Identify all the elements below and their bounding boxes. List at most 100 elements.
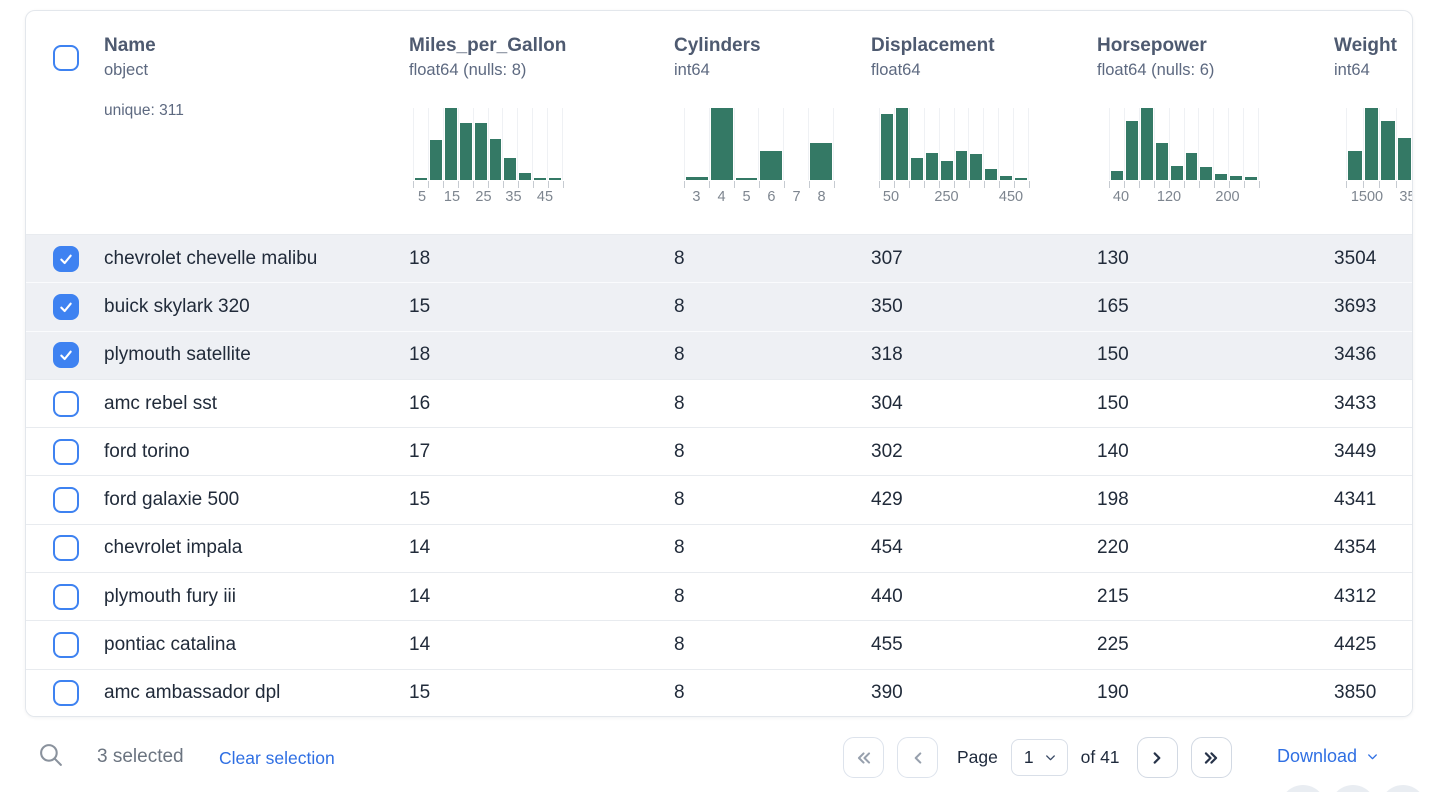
cell-cylinders: 8 <box>674 585 685 607</box>
cell-miles-per-gallon: 18 <box>409 247 431 269</box>
table-row[interactable]: buick skylark 320 15 8 350 165 3693 <box>26 282 1412 331</box>
cell-horsepower: 150 <box>1097 344 1129 366</box>
column-title: Displacement <box>871 35 995 56</box>
last-page-button[interactable] <box>1190 737 1232 778</box>
download-label: Download <box>1277 746 1358 766</box>
axis-tick-label: 6 <box>767 189 776 205</box>
row-checkbox-cell <box>26 487 104 514</box>
row-checkbox[interactable] <box>53 390 79 417</box>
check-icon <box>60 302 72 313</box>
table-row[interactable]: plymouth fury iii 14 8 440 215 4312 <box>26 572 1412 621</box>
row-checkbox[interactable] <box>53 438 79 465</box>
table-row[interactable]: plymouth satellite 18 8 318 150 3436 <box>26 330 1412 379</box>
axis-tick-label: 50 <box>882 189 900 205</box>
page-number-select[interactable]: 1 <box>1010 739 1068 776</box>
axis-tick-label: 45 <box>536 189 554 205</box>
column-header-horsepower[interactable]: Horsepower float64 (nulls: 6) 40 120 200 <box>1097 11 1334 234</box>
column-type: int64 <box>674 61 710 79</box>
histogram-bin <box>1125 108 1140 180</box>
histogram-bin <box>735 108 760 180</box>
histogram-bin <box>1199 108 1215 180</box>
histogram-bin <box>444 108 459 180</box>
histogram-bin <box>503 108 519 180</box>
row-checkbox-cell <box>26 583 104 610</box>
row-checkbox[interactable] <box>53 293 79 320</box>
row-checkbox[interactable] <box>53 342 79 369</box>
cell-horsepower: 225 <box>1097 634 1129 656</box>
table-row[interactable]: ford galaxie 500 15 8 429 198 4341 <box>26 475 1412 524</box>
histogram-bin <box>984 108 1000 180</box>
histogram-bin <box>1014 108 1030 180</box>
column-title: Horsepower <box>1097 35 1207 56</box>
column-header-displacement[interactable]: Displacement float64 50 250 450 <box>871 11 1097 234</box>
cell-weight: 4312 <box>1334 585 1377 607</box>
table-row[interactable]: chevrolet impala 14 8 454 220 4354 <box>26 523 1412 573</box>
row-checkbox-cell <box>26 293 104 320</box>
axis-tick-label: 35 <box>505 189 522 205</box>
column-header-weight[interactable]: Weight int64 1500 35 <box>1334 11 1412 234</box>
histogram-bin <box>910 108 925 180</box>
select-all-checkbox[interactable] <box>53 45 79 71</box>
cell-cylinders: 8 <box>674 247 685 269</box>
histogram-bin <box>414 108 429 180</box>
cell-horsepower: 220 <box>1097 537 1129 559</box>
row-checkbox[interactable] <box>53 583 79 610</box>
clipped-action-circle <box>1280 785 1326 792</box>
column-type: float64 (nulls: 6) <box>1097 61 1215 79</box>
table-row[interactable]: pontiac catalina 14 8 455 225 4425 <box>26 620 1412 669</box>
previous-page-button[interactable] <box>897 737 938 778</box>
row-checkbox-cell <box>26 535 104 562</box>
table-row[interactable]: amc rebel sst 16 8 304 150 3433 <box>26 378 1412 428</box>
page-number-value: 1 <box>1023 747 1034 767</box>
row-checkbox[interactable] <box>53 680 79 707</box>
row-checkbox[interactable] <box>53 632 79 659</box>
download-menu[interactable]: Download <box>1277 746 1380 767</box>
clipped-action-circle <box>1380 785 1426 792</box>
cell-displacement: 307 <box>871 247 903 269</box>
cell-cylinders: 8 <box>674 392 685 414</box>
histogram-bin <box>999 108 1015 180</box>
axis-tick-label: 8 <box>817 189 826 205</box>
cell-name: pontiac catalina <box>104 634 237 656</box>
cell-miles-per-gallon: 17 <box>409 440 431 462</box>
cell-horsepower: 150 <box>1097 392 1129 414</box>
clear-selection-link[interactable]: Clear selection <box>219 748 335 768</box>
row-checkbox-cell <box>26 245 104 272</box>
cell-horsepower: 190 <box>1097 682 1129 704</box>
search-button[interactable] <box>36 742 66 772</box>
column-header-name[interactable]: Name object unique: 311 <box>104 11 409 234</box>
column-title: Cylinders <box>674 35 761 56</box>
next-page-button[interactable] <box>1136 737 1178 778</box>
cell-cylinders: 8 <box>674 440 685 462</box>
table-row[interactable]: chevrolet chevelle malibu 18 8 307 130 3… <box>26 234 1412 283</box>
check-icon <box>60 350 72 361</box>
row-checkbox[interactable] <box>53 535 79 562</box>
row-checkbox[interactable] <box>53 245 79 272</box>
cell-miles-per-gallon: 15 <box>409 295 431 317</box>
histogram-bin <box>940 108 955 180</box>
double-chevron-left-icon <box>857 751 870 764</box>
table-row[interactable]: ford torino 17 8 302 140 3449 <box>26 427 1412 476</box>
cell-weight: 3850 <box>1334 682 1377 704</box>
cell-cylinders: 8 <box>674 344 685 366</box>
column-type: int64 <box>1334 61 1370 79</box>
cell-displacement: 429 <box>871 489 903 511</box>
histogram-bin <box>880 108 895 180</box>
header-checkbox-cell <box>26 11 104 234</box>
cell-miles-per-gallon: 16 <box>409 392 431 414</box>
chevron-left-icon <box>914 751 921 764</box>
cell-displacement: 455 <box>871 634 903 656</box>
cell-displacement: 454 <box>871 537 903 559</box>
column-title: Weight <box>1334 35 1397 56</box>
table-row[interactable]: amc ambassador dpl 15 8 390 190 3850 <box>26 668 1412 716</box>
row-checkbox[interactable] <box>53 487 79 514</box>
column-header-miles-per-gallon[interactable]: Miles_per_Gallon float64 (nulls: 8) 5 15 2… <box>409 11 674 234</box>
histogram-bin <box>809 108 834 180</box>
first-page-button[interactable] <box>843 737 884 778</box>
cell-cylinders: 8 <box>674 537 685 559</box>
histogram-bin <box>533 108 549 180</box>
cell-displacement: 318 <box>871 344 903 366</box>
selected-count: 3 selected <box>97 746 184 767</box>
